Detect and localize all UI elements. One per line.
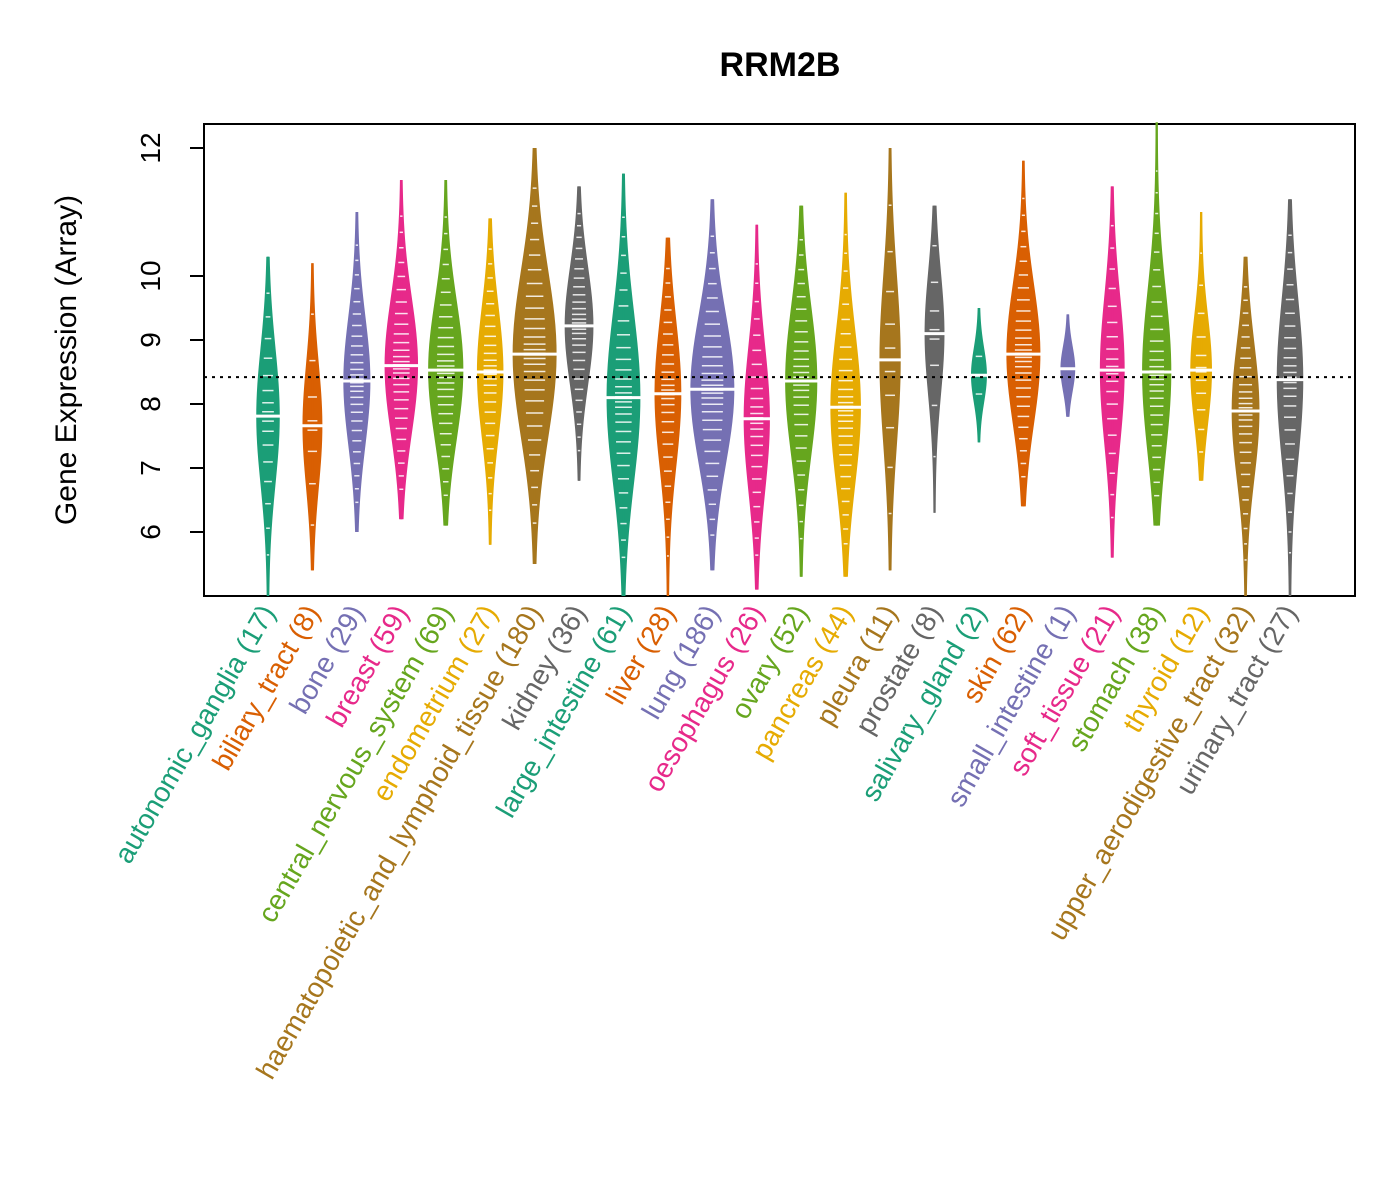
violins [254,122,1306,596]
y-tick-label: 8 [135,396,166,412]
y-axis-label: Gene Expression (Array) [50,195,83,525]
y-axis: 6 7 8 9 10 12 [135,132,205,540]
violin-group [741,224,772,590]
violin-group [474,218,506,545]
y-tick-label: 10 [135,260,166,291]
violin-group [426,180,466,526]
violin-group [1229,256,1262,596]
violin-group [652,237,684,596]
violin-group [382,180,421,520]
violin-group [510,148,559,564]
chart-title: RRM2B [720,46,841,84]
violin-group [968,308,989,443]
violin-group [1140,122,1174,526]
violin-group [922,205,947,513]
violin-group [1188,212,1214,481]
violin-group [1004,160,1043,507]
violin-group [1058,314,1078,417]
plot-frame [203,123,1356,597]
violin-group [562,186,596,481]
y-tick-label: 6 [135,524,166,540]
violin-group [254,256,282,596]
violin-group [1274,199,1306,596]
violin-group [300,263,325,571]
violin-group [828,192,863,577]
violin-group [604,173,643,596]
violin-group [1097,186,1127,558]
violin-group [688,199,737,571]
violin-group [783,205,820,577]
violin-group [341,212,373,532]
y-tick-label: 12 [135,132,166,163]
y-tick-label: 9 [135,332,166,348]
x-labels: autonomic_ganglia (17)biliary_tract (8)b… [108,600,1303,1085]
violin-group [877,148,903,571]
y-tick-label: 7 [135,460,166,476]
